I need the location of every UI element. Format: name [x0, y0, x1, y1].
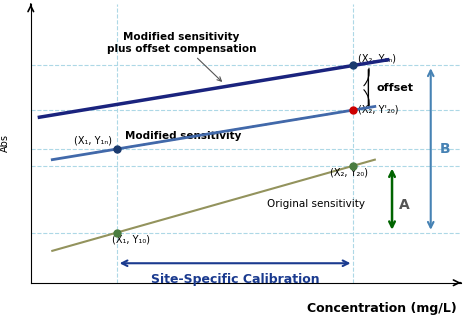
Text: Abs: Abs — [0, 134, 10, 152]
Text: A: A — [399, 198, 409, 212]
Text: offset: offset — [377, 83, 414, 93]
Text: (X₂, Y₂₀): (X₂, Y₂₀) — [330, 167, 368, 178]
Text: Modified sensitivity
plus offset compensation: Modified sensitivity plus offset compens… — [106, 32, 256, 81]
Text: Site-Specific Calibration: Site-Specific Calibration — [151, 273, 319, 286]
Text: (X₁, Y₁₀): (X₁, Y₁₀) — [113, 234, 151, 244]
Text: Modified sensitivity: Modified sensitivity — [126, 131, 242, 141]
Text: (X₁, Y₁ₙ): (X₁, Y₁ₙ) — [74, 135, 113, 146]
Text: Concentration (mg/L): Concentration (mg/L) — [307, 302, 457, 315]
Text: Original sensitivity: Original sensitivity — [267, 199, 365, 209]
Text: B: B — [439, 142, 450, 156]
Text: (X₂, Y₂ₙ): (X₂, Y₂ₙ) — [358, 53, 396, 63]
Text: (X₂, Y'₂₀): (X₂, Y'₂₀) — [358, 105, 398, 115]
